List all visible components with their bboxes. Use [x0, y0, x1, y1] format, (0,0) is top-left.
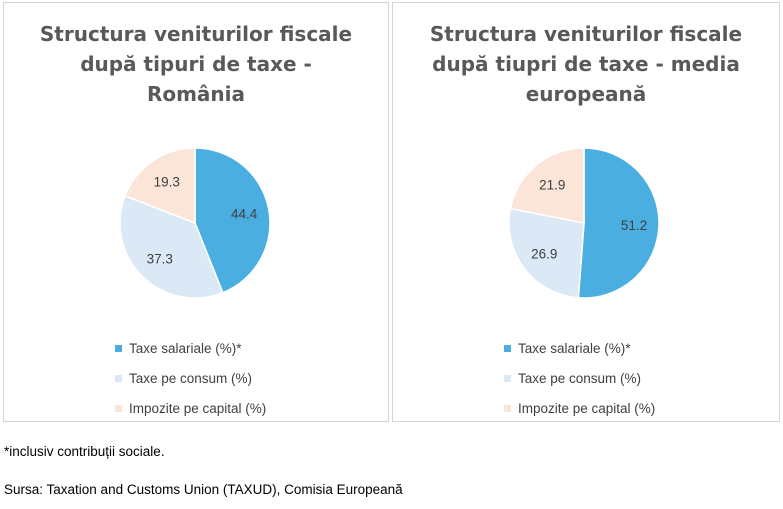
pie-slice-consum — [119, 194, 224, 299]
footnote-note: *inclusiv contribuții sociale. — [4, 444, 165, 459]
pie-data-label: 44.4 — [231, 207, 258, 222]
legend-label: Impozite pe capital (%) — [129, 400, 267, 416]
legend-label: Taxe pe consum (%) — [129, 370, 253, 386]
pie-data-label: 51.2 — [621, 218, 647, 233]
legend-eu: Taxe salariale (%)* Taxe pe consum (%) I… — [504, 333, 655, 423]
pie-data-label: 21.9 — [539, 177, 565, 192]
pie-data-label: 26.9 — [531, 246, 557, 261]
legend-item-salariale: Taxe salariale (%)* — [504, 333, 655, 363]
legend-swatch — [504, 344, 511, 352]
legend-item-salariale: Taxe salariale (%)* — [115, 333, 266, 363]
pie-slice-salariale — [577, 147, 660, 299]
pie-slice-capital — [509, 147, 585, 224]
legend-item-consum: Taxe pe consum (%) — [115, 363, 266, 393]
pie-chart-eu: 51.2 26.9 21.9 — [508, 147, 660, 299]
pie-slice-capital — [124, 147, 196, 225]
chart-title-eu: Structura veniturilor fiscale după tiupr… — [426, 19, 746, 109]
legend-label: Taxe salariale (%)* — [518, 340, 631, 356]
legend-romania: Taxe salariale (%)* Taxe pe consum (%) I… — [115, 333, 266, 423]
chart-title-line: Structura veniturilor fiscale — [39, 22, 353, 46]
footnote-source: Sursa: Taxation and Customs Union (TAXUD… — [4, 482, 403, 497]
pie-slice-consum — [508, 207, 585, 299]
legend-swatch — [115, 404, 122, 412]
pie-chart-romania: 44.4 37.3 19.3 — [119, 147, 271, 299]
pie-slice-salariale — [194, 147, 271, 294]
legend-label: Taxe pe consum (%) — [518, 370, 642, 386]
pie-data-label: 19.3 — [154, 175, 180, 190]
legend-item-capital: Impozite pe capital (%) — [504, 393, 655, 423]
legend-swatch — [115, 374, 122, 382]
chart-panel-eu: Structura veniturilor fiscale după tiupr… — [392, 2, 780, 422]
legend-swatch — [504, 404, 511, 412]
chart-title-line: europeană — [525, 82, 647, 106]
legend-item-consum: Taxe pe consum (%) — [504, 363, 655, 393]
legend-swatch — [115, 344, 122, 352]
chart-title-romania: Structura veniturilor fiscale după tipur… — [36, 19, 356, 109]
legend-swatch — [504, 374, 511, 382]
chart-title-line: Structura veniturilor fiscale — [429, 22, 743, 46]
chart-title-line: după tipuri de taxe - — [80, 52, 312, 76]
pie-data-label: 37.3 — [147, 252, 173, 267]
chart-panel-romania: Structura veniturilor fiscale după tipur… — [3, 2, 389, 422]
chart-title-line: România — [146, 82, 246, 106]
legend-item-capital: Impozite pe capital (%) — [115, 393, 266, 423]
legend-label: Impozite pe capital (%) — [518, 400, 656, 416]
chart-title-line: după tiupri de taxe - media — [432, 52, 740, 76]
legend-label: Taxe salariale (%)* — [129, 340, 242, 356]
